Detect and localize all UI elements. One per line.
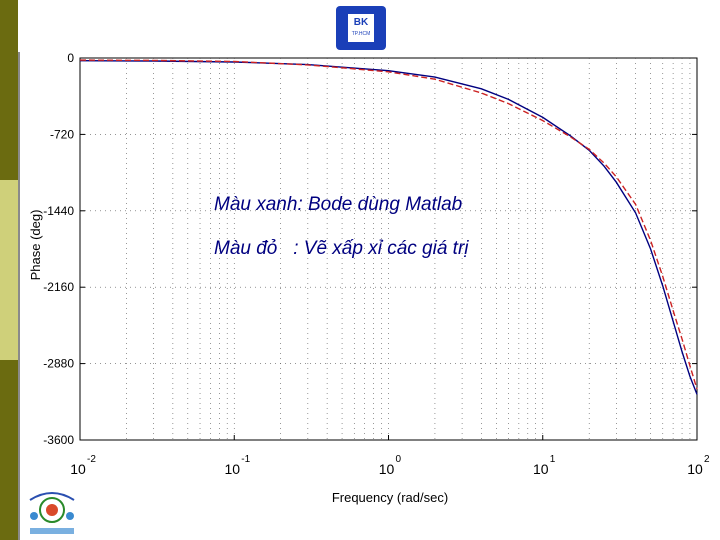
x-tick-label: 10 (687, 461, 703, 477)
x-tick-exponent: 0 (396, 454, 402, 465)
x-tick-label: 10 (379, 461, 395, 477)
x-tick-label: 10 (70, 461, 86, 477)
y-tick-label: -720 (50, 127, 74, 141)
y-tick-marks (79, 57, 698, 441)
y-tick-label: 0 (67, 51, 74, 65)
grid-lines (80, 58, 697, 440)
logo-text: BK (353, 17, 369, 28)
x-tick-exponent: 2 (704, 454, 710, 465)
sidebar-block-bottom (0, 360, 18, 540)
x-tick-label: 10 (224, 461, 240, 477)
series-line-2 (79, 59, 698, 390)
x-axis-label: Frequency (rad/sec) (332, 490, 448, 505)
sidebar-block-middle (0, 180, 18, 360)
slide-sidebar (0, 0, 18, 540)
y-tick-labels: 0 -720 -1440 -2160 -2880 -3600 (43, 51, 74, 447)
x-tick-exponent: 1 (550, 454, 556, 465)
y-tick-label: -2160 (43, 280, 74, 294)
x-tick-exponent: -1 (241, 454, 250, 465)
x-tick-exponent: -2 (87, 454, 96, 465)
logo-inner-box (348, 14, 374, 42)
sidebar-divider (18, 52, 20, 540)
logo-subtext: TP.HCM (351, 31, 371, 37)
y-axis-label: Phase (deg) (28, 210, 43, 281)
y-tick-label: -2880 (43, 357, 74, 371)
x-tick-label: 10 (533, 461, 549, 477)
annotation-blue: Màu xanh: Bode dùng Matlab (214, 194, 463, 215)
university-emblem-icon (29, 492, 75, 534)
sidebar-block-top (0, 0, 18, 180)
series-layer (79, 59, 698, 395)
annotation-red: Màu đỏ : Vẽ xấp xỉ các giá trị (214, 238, 469, 259)
y-tick-label: -1440 (43, 204, 74, 218)
bk-logo: BK TP.HCM (336, 6, 386, 50)
y-tick-label: -3600 (43, 433, 74, 447)
